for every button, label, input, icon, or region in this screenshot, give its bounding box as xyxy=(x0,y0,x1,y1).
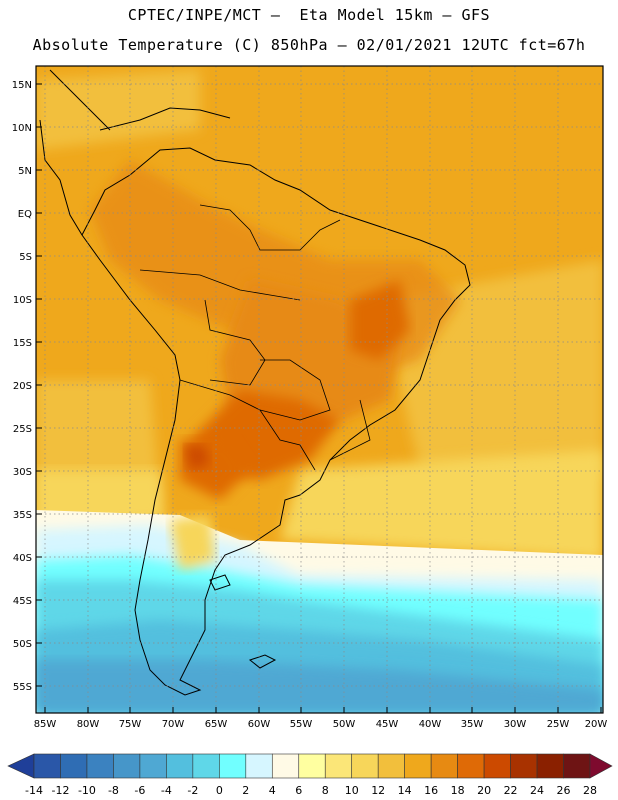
colorbar-swatch xyxy=(563,753,591,779)
colorbar-swatch xyxy=(86,753,114,779)
colorbar-label: -6 xyxy=(134,784,145,797)
colorbar-label: -10 xyxy=(78,784,96,797)
colorbar-swatch xyxy=(404,753,432,779)
colorbar-swatch xyxy=(33,753,61,779)
colorbar-swatch xyxy=(324,753,353,779)
colorbar-swatch xyxy=(510,753,538,779)
colorbar-label: -8 xyxy=(108,784,119,797)
colorbar-swatch xyxy=(377,753,405,779)
lat-label: 35S xyxy=(13,510,32,521)
colorbar-swatch xyxy=(139,753,167,779)
lon-label: 75W xyxy=(119,719,142,730)
title-line-2: Absolute Temperature (C) 850hPa – 02/01/… xyxy=(32,36,586,54)
colorbar-label: 6 xyxy=(295,784,302,797)
colorbar-label: 12 xyxy=(371,784,385,797)
lat-label: 30S xyxy=(13,467,32,478)
colorbar-label: -2 xyxy=(187,784,198,797)
longitude-labels: 85W 80W 75W 70W 65W 60W 55W 50W 45W 40W … xyxy=(34,719,608,730)
colorbar-label: 18 xyxy=(451,784,465,797)
colorbar-label: 28 xyxy=(583,784,597,797)
lon-label: 65W xyxy=(205,719,228,730)
colorbar-swatch xyxy=(430,753,458,779)
lon-label: 20W xyxy=(585,719,608,730)
lat-label: 15S xyxy=(13,338,32,349)
lat-lon-grid xyxy=(36,66,603,713)
colorbar-swatch xyxy=(219,753,247,779)
lon-label: 30W xyxy=(504,719,527,730)
lon-label: 25W xyxy=(547,719,570,730)
colorbar-swatch xyxy=(457,753,485,779)
colorbar-swatch xyxy=(589,753,613,779)
lat-label: EQ xyxy=(18,209,32,220)
lon-label: 60W xyxy=(248,719,271,730)
lon-label: 50W xyxy=(333,719,356,730)
lon-label: 80W xyxy=(77,719,100,730)
temperature-field xyxy=(36,66,603,713)
colorbar: -14 -12 -10 -8 -6 -4 -2 0 2 4 6 8 10 12 14 16 18 20 22 24 26… xyxy=(7,753,613,797)
colorbar-label: 22 xyxy=(504,784,518,797)
latitude-labels: 15N 10N 5N EQ 5S 10S 15S 20S 25S 30S 35S… xyxy=(12,80,32,693)
lat-label: 10N xyxy=(12,123,32,134)
colorbar-label: 16 xyxy=(424,784,438,797)
colorbar-label: -4 xyxy=(161,784,172,797)
colorbar-label: 26 xyxy=(557,784,571,797)
title-line-1: CPTEC/INPE/MCT – Eta Model 15km – GFS xyxy=(127,6,491,24)
lat-label: 5N xyxy=(18,166,32,177)
colorbar-swatch xyxy=(113,753,141,779)
colorbar-label: 20 xyxy=(477,784,491,797)
lat-label: 40S xyxy=(13,553,32,564)
lat-label: 50S xyxy=(13,639,32,650)
country-borders xyxy=(139,204,371,471)
colorbar-label: -12 xyxy=(51,784,69,797)
lat-label: 25S xyxy=(13,424,32,435)
colorbar-swatch xyxy=(245,753,273,779)
lat-label: 45S xyxy=(13,596,32,607)
colorbar-swatch xyxy=(192,753,220,779)
lat-label: 55S xyxy=(13,682,32,693)
colorbar-swatch xyxy=(298,753,326,779)
colorbar-label: -14 xyxy=(25,784,43,797)
lon-label: 70W xyxy=(162,719,185,730)
lat-label: 10S xyxy=(13,295,32,306)
lat-label: 15N xyxy=(12,80,32,91)
lat-label: 5S xyxy=(19,252,32,263)
colorbar-swatch xyxy=(60,753,88,779)
colorbar-label: 0 xyxy=(216,784,223,797)
colorbar-label: 8 xyxy=(322,784,329,797)
colorbar-swatch xyxy=(7,753,35,779)
lon-label: 85W xyxy=(34,719,57,730)
lon-label: 45W xyxy=(376,719,399,730)
colorbar-swatch xyxy=(536,753,564,779)
colorbar-label: 10 xyxy=(345,784,359,797)
lon-label: 40W xyxy=(419,719,442,730)
colorbar-swatch xyxy=(483,753,511,779)
colorbar-label: 2 xyxy=(242,784,249,797)
lat-label: 20S xyxy=(13,381,32,392)
colorbar-swatch xyxy=(271,753,300,779)
colorbar-label: 24 xyxy=(530,784,544,797)
map-frame xyxy=(35,65,604,714)
lon-label: 35W xyxy=(461,719,484,730)
lon-label: 55W xyxy=(290,719,313,730)
colorbar-swatch xyxy=(351,753,379,779)
colorbar-swatch xyxy=(166,753,194,779)
colorbar-label: 4 xyxy=(269,784,276,797)
coastlines xyxy=(39,69,471,696)
colorbar-label: 14 xyxy=(398,784,412,797)
tick-marks xyxy=(36,83,602,713)
